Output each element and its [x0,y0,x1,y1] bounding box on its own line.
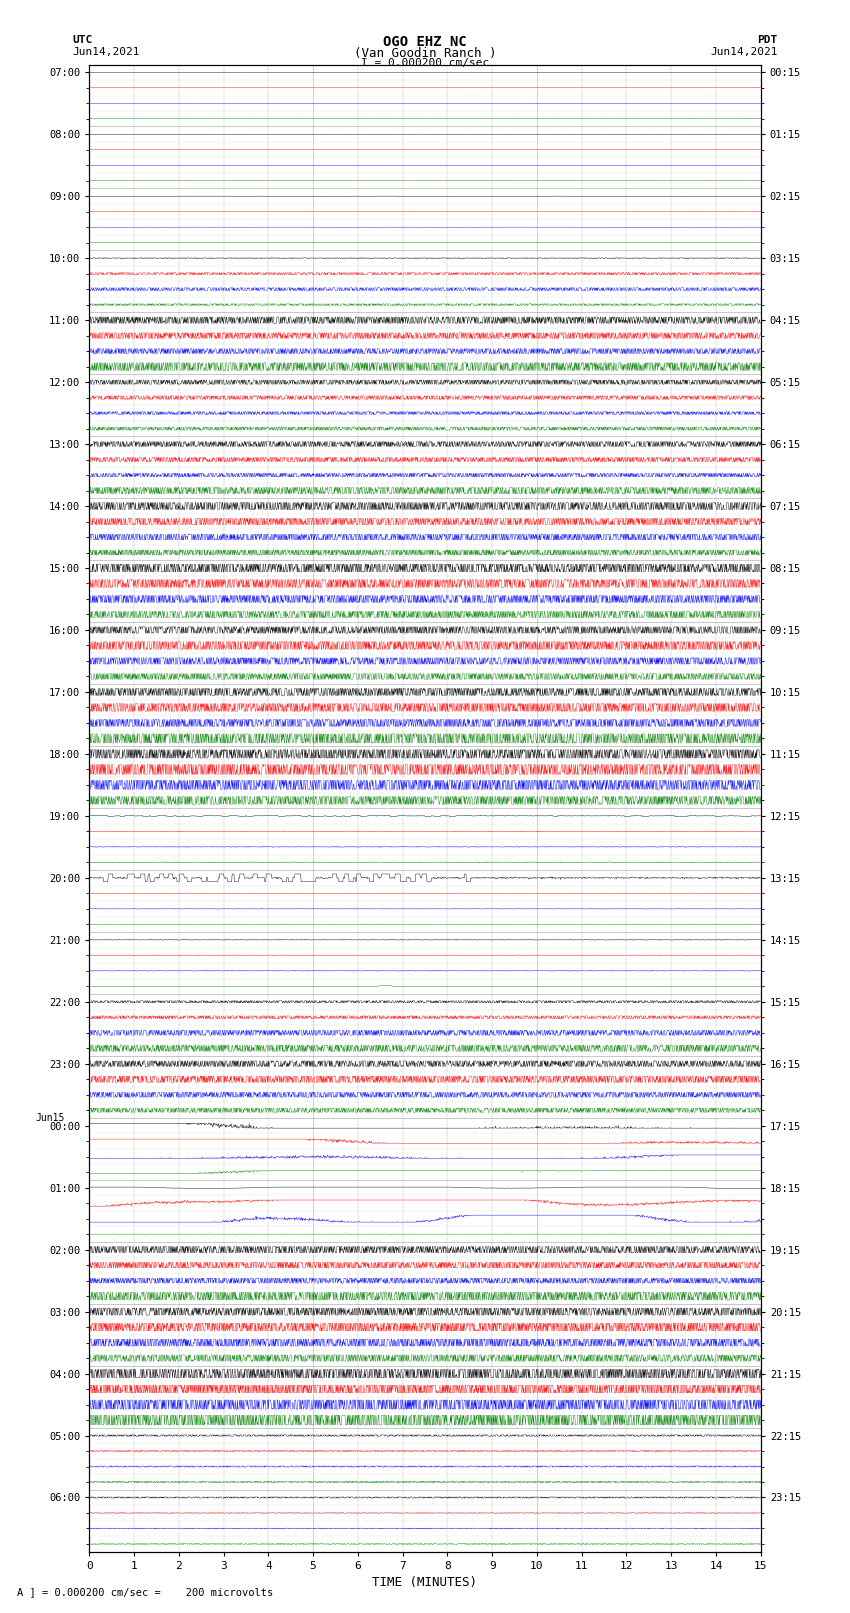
Text: Jun15: Jun15 [36,1113,65,1123]
Text: UTC: UTC [72,35,93,45]
Text: OGO EHZ NC: OGO EHZ NC [383,35,467,50]
Text: (Van Goodin Ranch ): (Van Goodin Ranch ) [354,47,496,60]
X-axis label: TIME (MINUTES): TIME (MINUTES) [372,1576,478,1589]
Text: PDT: PDT [757,35,778,45]
Text: Jun14,2021: Jun14,2021 [72,47,139,56]
Text: A ] = 0.000200 cm/sec =    200 microvolts: A ] = 0.000200 cm/sec = 200 microvolts [17,1587,273,1597]
Text: I = 0.000200 cm/sec: I = 0.000200 cm/sec [361,58,489,68]
Text: Jun14,2021: Jun14,2021 [711,47,778,56]
